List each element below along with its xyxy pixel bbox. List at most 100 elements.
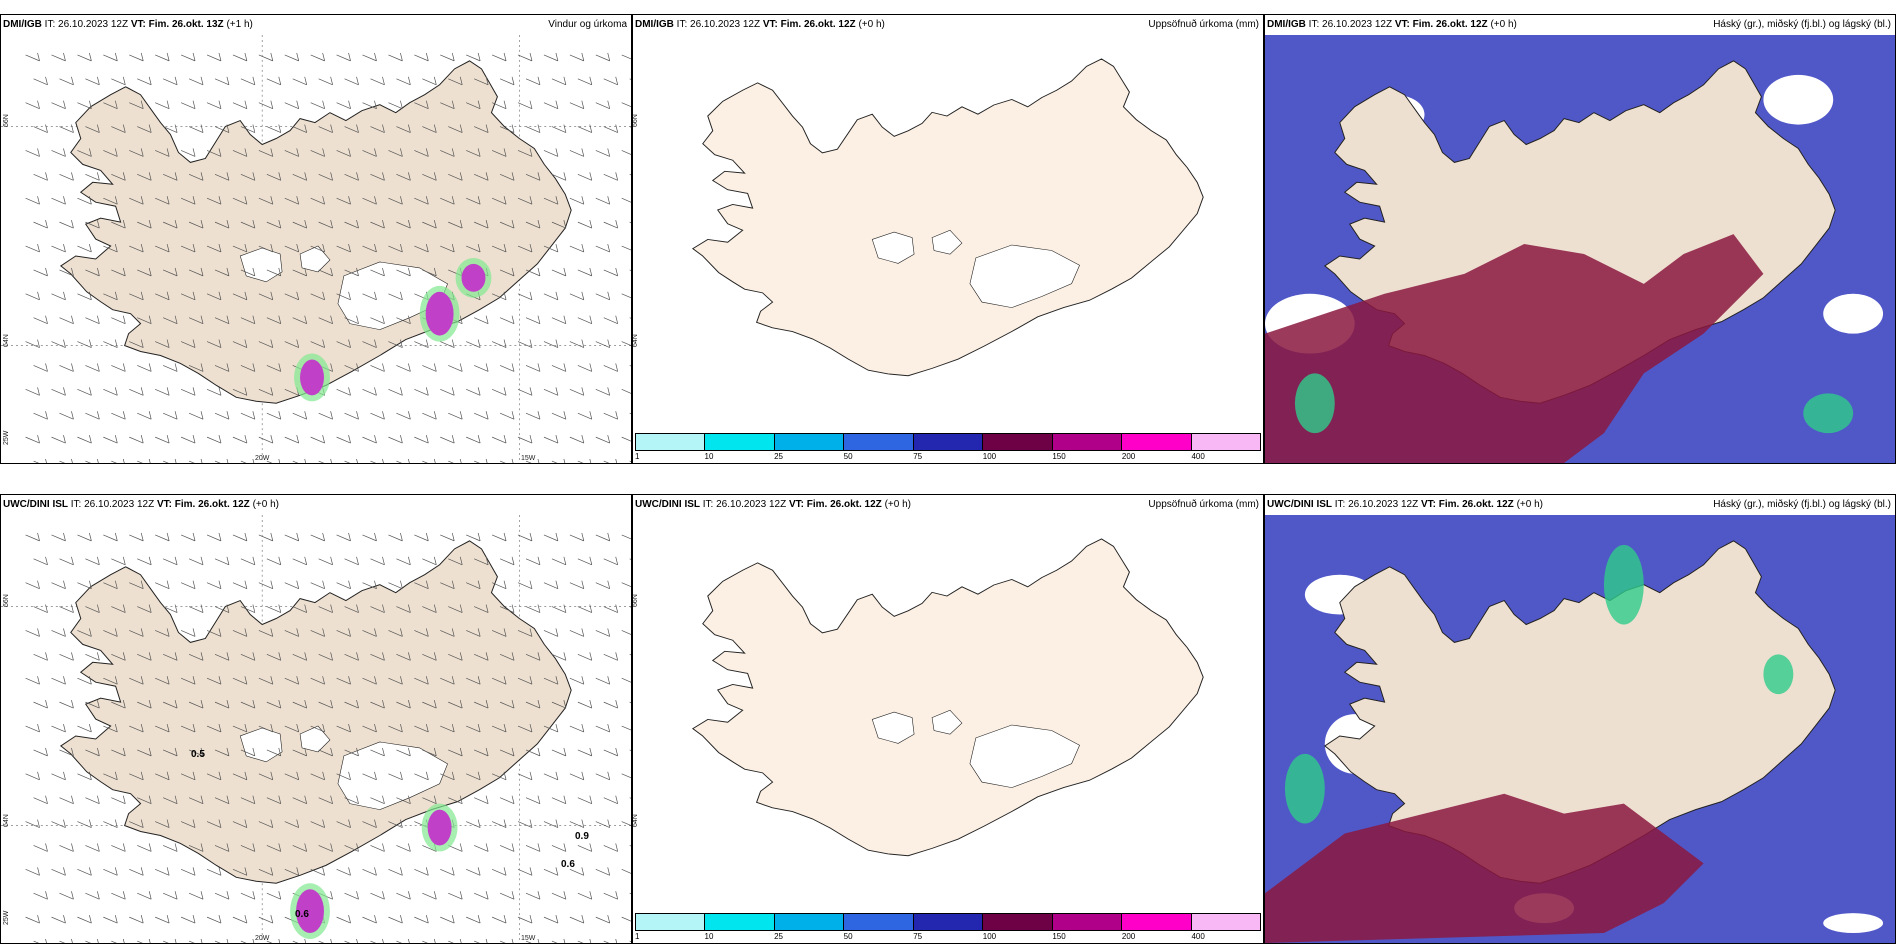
- wind-barb: [629, 892, 631, 895]
- wind-barb: [59, 940, 66, 943]
- panel-bottom-middle: UWC/DINI ISL IT: 26.10.2023 12Z VT: Fim.…: [632, 494, 1264, 944]
- wind-barb: [581, 196, 585, 205]
- wind-barb: [71, 747, 74, 756]
- precip-area: [425, 291, 454, 336]
- wind-barb: [296, 628, 300, 637]
- wind-barb: [97, 843, 100, 852]
- wind-barb: [362, 102, 377, 109]
- wind-barb: [577, 460, 584, 463]
- lat-label-66n: 66N: [3, 114, 10, 127]
- wind-barb: [322, 435, 325, 444]
- init-time: 26.10.2023 12Z: [1348, 499, 1419, 510]
- wind-barb: [344, 412, 359, 420]
- wind-barb: [232, 150, 248, 157]
- wind-barb: [607, 387, 611, 396]
- map-area[interactable]: [1, 515, 631, 943]
- wind-barb: [577, 654, 592, 661]
- vt-prefix: VT:: [156, 499, 172, 510]
- wind-barb: [422, 174, 437, 181]
- wind-barb: [374, 915, 377, 924]
- wind-barb: [603, 174, 618, 181]
- glacier-outline: [239, 247, 283, 283]
- wind-barb: [388, 534, 403, 542]
- wind-barb: [180, 293, 196, 301]
- wind-barb: [414, 725, 429, 733]
- wind-barb: [448, 749, 463, 757]
- wind-barb: [440, 916, 455, 924]
- wind-barb: [440, 341, 455, 348]
- wind-barb: [188, 749, 204, 757]
- wind-barb: [466, 869, 481, 876]
- wind-barb: [206, 150, 222, 157]
- wind-barb: [232, 630, 248, 637]
- wind-barb: [304, 315, 308, 324]
- wind-barb: [63, 196, 66, 205]
- panel-header: DMI/IGB IT: 26.10.2023 12Z VT: Fim. 26.o…: [1, 15, 631, 35]
- map-area[interactable]: [633, 515, 1263, 911]
- wind-barb: [77, 54, 92, 62]
- wind-barb: [477, 532, 481, 541]
- wind-barb: [163, 269, 178, 277]
- wind-barb: [45, 411, 48, 420]
- wind-barb: [344, 749, 359, 757]
- wind-barb: [569, 293, 584, 301]
- valid-time: Fim. 26.okt. 12Z: [806, 499, 882, 510]
- wind-barb: [163, 460, 169, 463]
- wind-barb: [408, 843, 411, 852]
- wind-barb: [603, 701, 618, 709]
- wind-barb: [459, 458, 462, 463]
- wind-barb: [621, 630, 631, 635]
- wind-barb: [192, 723, 196, 733]
- wind-barb: [433, 363, 437, 372]
- wind-barb: [174, 843, 178, 852]
- wind-barb: [129, 54, 144, 62]
- wind-barb: [155, 341, 170, 348]
- wind-barb: [466, 389, 481, 396]
- wind-barb: [529, 196, 533, 205]
- wind-barb: [71, 363, 74, 372]
- wind-barb: [330, 891, 333, 900]
- legend-swatch: [636, 914, 706, 930]
- wind-barb: [240, 749, 255, 757]
- wind-barb: [240, 126, 255, 133]
- wind-barb: [292, 797, 307, 804]
- wind-barb: [63, 819, 66, 828]
- wind-barb: [122, 76, 126, 85]
- wind-barb: [218, 148, 222, 157]
- wind-barb: [180, 582, 196, 589]
- wind-barb: [148, 843, 152, 852]
- map-area[interactable]: [633, 35, 1263, 431]
- wind-barb: [388, 150, 403, 157]
- wind-barb: [336, 677, 351, 685]
- wind-barb: [595, 293, 610, 301]
- wind-barb: [474, 174, 489, 181]
- wind-barb: [396, 749, 411, 757]
- wind-barb: [408, 411, 411, 420]
- legend-swatch: [844, 434, 914, 450]
- wind-barb: [206, 102, 222, 109]
- wind-barb: [200, 220, 204, 229]
- wind-barb: [370, 845, 385, 852]
- wind-barb: [63, 243, 66, 253]
- wind-barb: [292, 174, 307, 181]
- wind-barb: [25, 916, 40, 924]
- wind-barb: [621, 54, 631, 60]
- map-area[interactable]: [1, 35, 631, 463]
- wind-barb: [451, 339, 455, 348]
- wind-barb: [258, 630, 273, 637]
- wind-barb: [529, 532, 533, 541]
- map-area[interactable]: [1265, 35, 1895, 463]
- wind-barb: [37, 243, 40, 253]
- map-area[interactable]: [1265, 515, 1895, 943]
- it-prefix: IT:: [44, 19, 56, 30]
- lat-label-64n: 64N: [3, 814, 10, 827]
- wind-barb: [551, 749, 567, 757]
- lead-time: (+0 h): [1490, 19, 1517, 30]
- wind-barb: [226, 124, 230, 133]
- wind-barb: [543, 293, 559, 301]
- wind-barb: [37, 100, 40, 109]
- wind-barb: [474, 701, 489, 709]
- wind-barb: [396, 558, 411, 566]
- wind-barb: [310, 197, 325, 205]
- wind-barb: [114, 339, 118, 348]
